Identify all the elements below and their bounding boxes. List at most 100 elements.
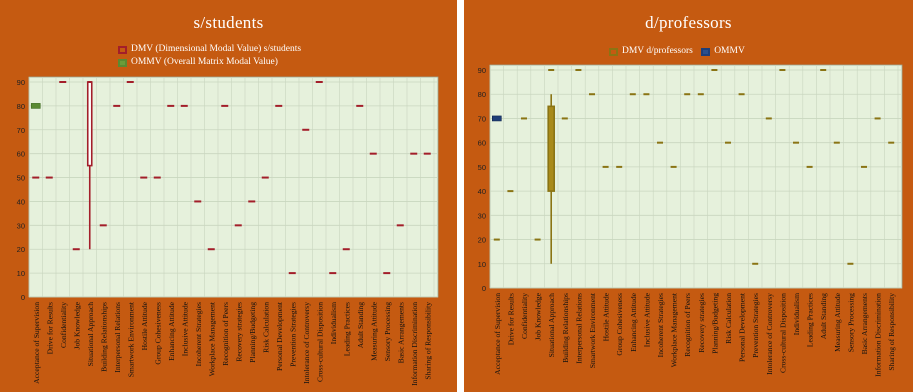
box-body [86,81,93,167]
x-tick-label: Enhancing Attitude [629,292,638,351]
x-tick-label: Leading Practices [342,302,351,356]
x-tick-label: Sensory Processing [846,293,855,352]
x-tick-label: Building Relationships [99,302,108,372]
y-tick-label: 50 [478,163,486,172]
x-tick-label: Measuring Attitude [833,292,842,351]
plot-area [489,64,903,289]
y-tick-label: 80 [478,90,486,99]
x-tick-label: Cross-cultural Disposition [315,302,324,382]
x-tick-label: Situational Approach [86,302,95,367]
x-tick-label: Smartwork Environment [588,292,597,368]
x-tick-label: Enhancing Attitude [167,301,176,360]
legend-swatch-ommv [701,47,711,56]
x-tick-label: Personal Development [275,301,284,371]
legend-label-dmv: DMV d/professors [622,46,693,56]
legend: DMV (Dimensional Modal Value) s/students… [118,43,301,69]
x-tick-label: Cross-cultural Disposition [778,293,787,373]
x-tick-label: Group Cohesiveness [153,302,162,365]
legend-swatch-ommv [118,58,127,67]
chart-title: s/students [193,13,264,32]
y-tick-label: 40 [17,197,25,206]
x-tick-label: Drive for Results [45,302,54,354]
x-tick-label: Drive for Results [506,293,515,345]
x-tick-label: Leading Practices [806,293,815,347]
x-tick-label: Adult Standing [819,293,828,339]
data-mark-ommv [491,115,502,122]
legend-item-dmv: DMV d/professors [609,45,693,58]
x-tick-label: Building Relationships [561,293,570,363]
x-tick-label: Sharing of Responsibility [423,302,432,380]
x-tick-label: Hostile Attitude [140,301,149,350]
y-tick-label: 70 [17,126,25,135]
data-mark-ommv [30,103,41,109]
y-tick-label: 0 [482,284,486,293]
x-tick-label: Planning/Budgeting [248,302,257,363]
legend-item-ommv: OMMV (Overall Matrix Modal Value) [118,56,301,69]
x-tick-label: Incoherent Strategies [194,302,203,366]
x-tick-label: Sharing of Responsibility [887,293,896,371]
x-tick-label: Inclusive Attitude [642,292,651,347]
x-tick-label: Interpersonal Relations [574,293,583,364]
x-tick-label: Measuring Attitude [369,301,378,360]
x-tick-label: Interpersonal Relations [113,302,122,373]
legend-label-dmv: DMV (Dimensional Modal Value) s/students [131,44,302,54]
legend-item-ommv: OMMV [701,45,745,58]
x-tick-label: Workplace Management [207,301,216,376]
x-tick-label: Adult Standing [356,302,365,348]
legend: DMV d/professors OMMV [609,45,751,61]
x-tick-label: Acceptance of Supervision [493,293,502,375]
y-tick-label: 70 [478,114,486,123]
chart-svg-students: 0 10 20 30 40 50 60 70 80 90 Acceptance of Supervi… [17,76,439,386]
chart-title: d/professors [645,13,732,32]
x-tick-label: Recovery strategies [697,293,706,353]
chart-svg-professors: 0 10 20 30 40 50 60 70 80 90 Acceptance of Supervi… [478,64,903,377]
y-tick-label: 20 [17,245,25,254]
x-tick-label: Intolerance of Controversy [302,302,311,384]
x-tick-label: Job Knowledge [534,292,543,340]
x-tick-label: Individualism [792,293,801,335]
x-tick-label: Risk Calculation [724,293,733,344]
x-tick-label: Information Discrimination [410,302,419,386]
x-tick-label: Hostile Attitude [602,292,611,341]
x-tick-label: Group Cohesiveness [615,293,624,356]
x-tick-label: Individualism [329,302,338,344]
y-tick-label: 20 [478,236,486,245]
x-tick-label: Workplace Management [670,292,679,367]
x-tick-label: Recognition of Peers [683,293,692,357]
x-tick-label: Basic Arrangements [860,293,869,354]
x-tick-label: Recovery strategies [234,302,243,362]
y-tick-label: 40 [478,187,486,196]
legend-label-ommv: OMMV [714,46,745,56]
x-tick-label: Basic Arrangements [396,302,405,363]
x-tick-label: Information Discrimination [874,293,883,377]
y-tick-label: 80 [17,102,25,111]
x-tick-label: Smartwork Environment [126,301,135,377]
x-tick-label: Prevention Strategies [751,293,760,358]
x-tick-label: Prevention Strategies [288,302,297,367]
x-tick-label: Sensory Processing [383,302,392,361]
y-tick-label: 30 [17,221,25,230]
x-tick-label: Recognition of Peers [221,302,230,366]
x-tick-label: Risk Calculation [261,302,270,353]
chart-panel-students: s/students DMV (Dimensional Modal Value)… [0,0,457,392]
legend-label-ommv: OMMV (Overall Matrix Modal Value) [131,57,278,67]
x-tick-label: Incoherent Strategies [656,293,665,357]
chart-panel-professors: d/professors DMV d/professors OMMV 0 10 20… [464,0,913,392]
x-tick-label: Personal Development [738,292,747,362]
y-tick-label: 50 [17,174,25,183]
legend-swatch-dmv [609,47,618,56]
y-tick-label: 60 [17,150,25,159]
y-tick-label: 10 [478,260,486,269]
y-tick-label: 30 [478,211,486,220]
x-tick-label: Planning/Budgeting [710,293,719,354]
y-tick-label: 90 [17,78,25,87]
x-tick-label: Situational Approach [547,293,556,358]
legend-item-dmv: DMV (Dimensional Modal Value) s/students [118,43,301,56]
x-tick-label: Job Knowledge [72,301,81,349]
x-tick-label: Confidentiality [59,302,68,348]
y-tick-label: 0 [21,293,25,302]
legend-swatch-dmv [118,45,127,54]
x-tick-label: Intolerance of Controversy [765,293,774,375]
x-tick-label: Confidentiality [520,293,529,339]
x-tick-label: Inclusive Attitude [180,301,189,356]
